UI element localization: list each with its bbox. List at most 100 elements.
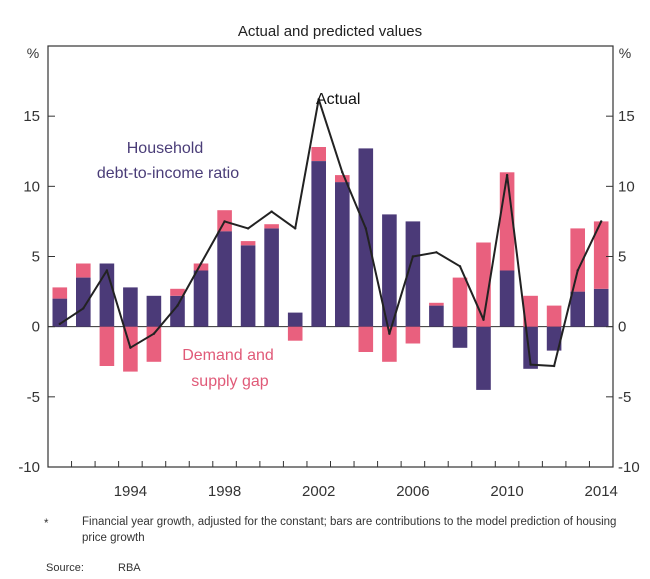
footnote-marker: *	[44, 518, 49, 530]
actual-point-2014	[600, 220, 603, 223]
actual-point-1994	[129, 346, 132, 349]
actual-point-1991	[58, 322, 61, 326]
y-tick-label-left-0: 0	[32, 319, 40, 336]
bar-household-2006	[405, 221, 421, 327]
bar-household-2007	[429, 305, 444, 327]
chart-title: Actual and predicted values	[238, 23, 422, 40]
bar-household-2002	[311, 161, 326, 327]
bar-gap-2014	[593, 221, 609, 289]
y-tick-label-left-10: 10	[23, 178, 40, 195]
x-tick-label-2006: 2006	[396, 483, 429, 500]
bar-gap-1995	[146, 326, 162, 362]
footnote-text: Financial year growth, adjusted for the …	[82, 516, 617, 544]
actual-point-1995	[152, 332, 156, 335]
x-axis: 1994 1998 2002 2006 2010 2014	[47, 461, 618, 500]
bar-household-2014	[593, 288, 609, 327]
household-annotation-line2: debt-to-income ratio	[97, 165, 239, 182]
bar-household-2010	[499, 270, 515, 327]
bar-gap-1997	[193, 263, 209, 271]
y-tick-label-right--5: -5	[618, 389, 631, 406]
source-value: RBA	[118, 562, 141, 574]
bar-household-2008	[452, 326, 468, 348]
bar-household-2012	[546, 326, 562, 351]
bar-gap-1993	[99, 326, 115, 366]
actual-point-1993	[105, 269, 109, 272]
y-tick-label-right-0: 0	[618, 319, 626, 336]
y-tick-label-left--5: -5	[27, 389, 40, 406]
chart: Actual and predicted values % % -10 -5 0 5 1…	[18, 23, 639, 500]
bar-gap-2000	[264, 224, 279, 229]
actual-point-1999	[246, 227, 250, 230]
bar-gap-2007	[429, 302, 444, 306]
actual-point-1992	[82, 307, 85, 310]
actual-point-2001	[294, 227, 297, 230]
bar-gap-2001	[287, 326, 303, 341]
bar-gap-2013	[570, 228, 585, 292]
bar-gap-1996	[170, 288, 185, 296]
actual-point-2002	[317, 98, 320, 101]
bar-household-1991	[52, 298, 68, 327]
bar-household-1995	[146, 295, 162, 327]
x-tick-label-1998: 1998	[208, 483, 241, 500]
bar-household-2003	[335, 182, 350, 327]
gap-annotation-line2: supply gap	[191, 373, 268, 390]
bar-gap-2012	[546, 305, 562, 327]
household-annotation-line1: Household	[127, 140, 204, 157]
x-tick-label-2010: 2010	[490, 483, 523, 500]
actual-point-1997	[199, 262, 203, 265]
bar-household-1998	[217, 231, 232, 327]
y-axis-left: -10 -5 0 5 10 15	[18, 108, 55, 476]
bar-gap-2009	[476, 242, 491, 327]
bar-gap-2008	[452, 277, 468, 327]
x-tick-label-1994: 1994	[114, 483, 147, 500]
bar-gap-2006	[405, 326, 421, 344]
bar-gap-2005	[382, 326, 397, 362]
y-tick-label-right-5: 5	[618, 249, 626, 266]
y-tick-label-left-15: 15	[23, 108, 40, 125]
actual-point-2008	[458, 265, 462, 268]
actual-point-2004	[364, 227, 367, 230]
actual-point-2007	[435, 251, 438, 254]
bar-household-1996	[170, 295, 185, 327]
bar-household-2009	[476, 326, 491, 390]
bar-gap-2004	[358, 326, 374, 352]
actual-series-line	[59, 98, 603, 367]
actual-point-2005	[388, 332, 391, 335]
bar-gap-2003	[335, 175, 350, 183]
actual-point-1998	[223, 220, 226, 223]
actual-point-2009	[482, 318, 485, 321]
actual-line-layer	[58, 98, 603, 368]
actual-point-2011	[529, 363, 532, 366]
actual-point-1996	[176, 304, 179, 307]
bar-household-1999	[240, 245, 256, 327]
bars-layer	[52, 147, 609, 390]
x-tick-label-2002: 2002	[302, 483, 335, 500]
bar-household-1994	[123, 287, 138, 327]
bar-household-2000	[264, 228, 279, 327]
x-tick-label-2014: 2014	[585, 483, 618, 500]
actual-point-2006	[411, 255, 415, 258]
plot-frame	[47, 45, 614, 468]
bar-household-2004	[358, 148, 374, 327]
left-unit-label: %	[27, 45, 39, 61]
actual-point-2012	[552, 364, 556, 368]
bar-household-2005	[382, 214, 397, 327]
gap-annotation-line1: Demand and	[182, 347, 274, 364]
right-unit-label: %	[619, 45, 631, 61]
y-tick-label-right-10: 10	[618, 178, 635, 195]
actual-annotation: Actual	[316, 91, 360, 108]
source-label: Source:	[46, 562, 84, 574]
y-tick-label-left--10: -10	[18, 459, 40, 476]
bar-household-2001	[287, 312, 303, 327]
bar-gap-1991	[52, 287, 68, 299]
bar-gap-1999	[240, 241, 256, 246]
actual-point-2000	[270, 210, 273, 213]
source-line: Source: RBA	[46, 562, 141, 574]
actual-point-2010	[505, 173, 509, 177]
actual-point-2003	[341, 171, 344, 174]
bar-household-1997	[193, 270, 209, 327]
bar-household-2013	[570, 291, 585, 327]
bar-gap-2002	[311, 147, 326, 161]
y-tick-label-right-15: 15	[618, 108, 635, 125]
bar-household-1992	[76, 277, 91, 327]
